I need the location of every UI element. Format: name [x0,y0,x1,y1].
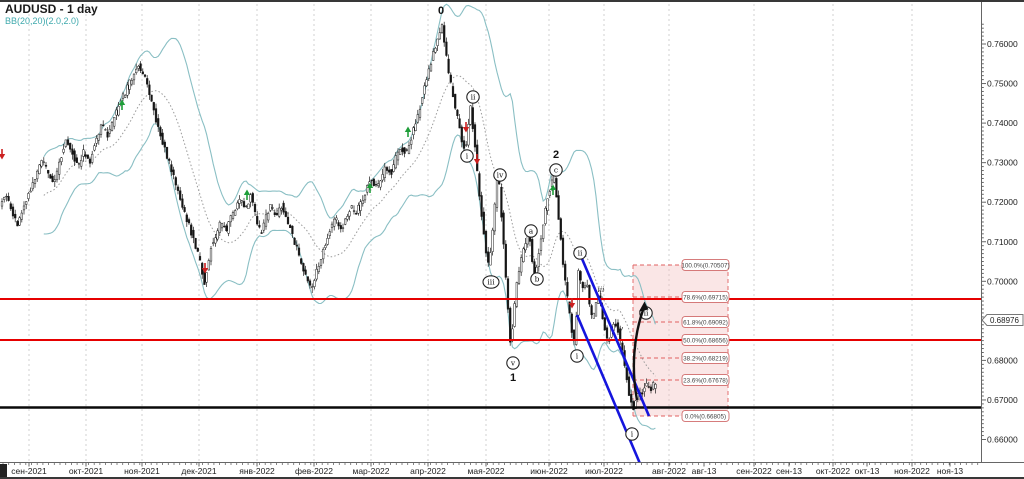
svg-text:50.0%(0.68656): 50.0%(0.68656) [683,337,728,344]
svg-text:i: i [466,152,469,161]
svg-text:ii: ii [578,249,583,258]
svg-text:0.0%(0.66805): 0.0%(0.66805) [685,413,726,420]
svg-text:окт-2022: окт-2022 [816,466,850,476]
window-top-border [0,0,1024,2]
svg-text:ноя-13: ноя-13 [937,466,964,476]
svg-text:0.66000: 0.66000 [987,435,1018,445]
svg-text:a: a [529,227,534,236]
x-axis[interactable]: сен-2021 окт-2021 ноя-2021 дек-2021 янв-2022… [0,462,1024,478]
svg-text:0.71000: 0.71000 [987,237,1018,247]
svg-text:b: b [535,275,540,284]
svg-text:100.0%(0.70507): 100.0%(0.70507) [681,262,729,269]
svg-text:дек-2021: дек-2021 [181,466,216,476]
chart-title: AUDUSD - 1 day [5,2,98,16]
svg-text:ноя-2022: ноя-2022 [894,466,930,476]
svg-text:сен-2021: сен-2021 [11,466,47,476]
svg-text:38.2%(0.68219): 38.2%(0.68219) [683,355,728,362]
svg-text:сен-2022: сен-2022 [736,466,772,476]
svg-text:окт-13: окт-13 [855,466,880,476]
svg-text:0.67000: 0.67000 [987,395,1018,405]
svg-text:0.73000: 0.73000 [987,158,1018,168]
svg-text:78.6%(0.69715): 78.6%(0.69715) [683,294,728,301]
svg-text:июл-2022: июл-2022 [585,466,623,476]
svg-text:ii: ii [471,93,476,102]
svg-text:0.70000: 0.70000 [987,276,1018,286]
current-price-tag: 0.68976 [981,314,1024,326]
svg-text:0.75000: 0.75000 [987,79,1018,89]
signal-arrows [0,99,576,309]
svg-text:iv: iv [617,325,623,333]
candles [0,21,657,411]
svg-text:мая-2022: мая-2022 [468,466,505,476]
svg-text:iii: iii [487,278,495,287]
svg-text:0.74000: 0.74000 [987,118,1018,128]
svg-text:авг-13: авг-13 [692,466,717,476]
scroll-nub[interactable] [0,464,7,478]
svg-text:61.8%(0.69092): 61.8%(0.69092) [683,319,728,326]
svg-text:iv: iv [497,171,504,180]
svg-text:c: c [554,166,558,175]
svg-text:ноя-2021: ноя-2021 [124,466,160,476]
svg-text:янв-2022: янв-2022 [239,466,275,476]
svg-text:фев-2022: фев-2022 [295,466,333,476]
svg-text:мар-2022: мар-2022 [352,466,389,476]
svg-text:0.72000: 0.72000 [987,197,1018,207]
svg-text:23.6%(0.67678): 23.6%(0.67678) [683,377,728,384]
svg-text:авг-2022: авг-2022 [652,466,686,476]
svg-text:ii: ii [644,309,649,318]
window-bottom-border [0,477,1024,479]
projection-arrow[interactable] [632,301,649,401]
y-axis[interactable]: 0.76000 0.75000 0.74000 0.73000 0.72000 0.710… [981,2,1024,463]
trend-channel[interactable] [575,253,651,467]
support-resistance-lines[interactable] [0,298,981,409]
svg-text:0.68000: 0.68000 [987,355,1018,365]
svg-text:0: 0 [438,5,444,17]
svg-text:2: 2 [553,149,559,161]
svg-text:iii: iii [598,286,605,294]
svg-text:0.76000: 0.76000 [987,39,1018,49]
svg-text:1: 1 [510,372,516,384]
svg-text:0.68976: 0.68976 [990,316,1019,325]
svg-text:июн-2022: июн-2022 [530,466,568,476]
svg-text:окт-2021: окт-2021 [69,466,103,476]
svg-text:сен-13: сен-13 [776,466,802,476]
svg-text:апр-2022: апр-2022 [410,466,446,476]
svg-text:i: i [631,430,634,439]
svg-text:v: v [510,359,516,368]
grid-lines [28,4,913,462]
fibonacci-labels[interactable]: 100.0%(0.70507) 78.6%(0.69715) 61.8%(0.690… [681,259,730,422]
svg-text:i: i [576,352,579,361]
bollinger-indicator-label: BB(20,20)(2.0,2.0) [5,16,80,26]
